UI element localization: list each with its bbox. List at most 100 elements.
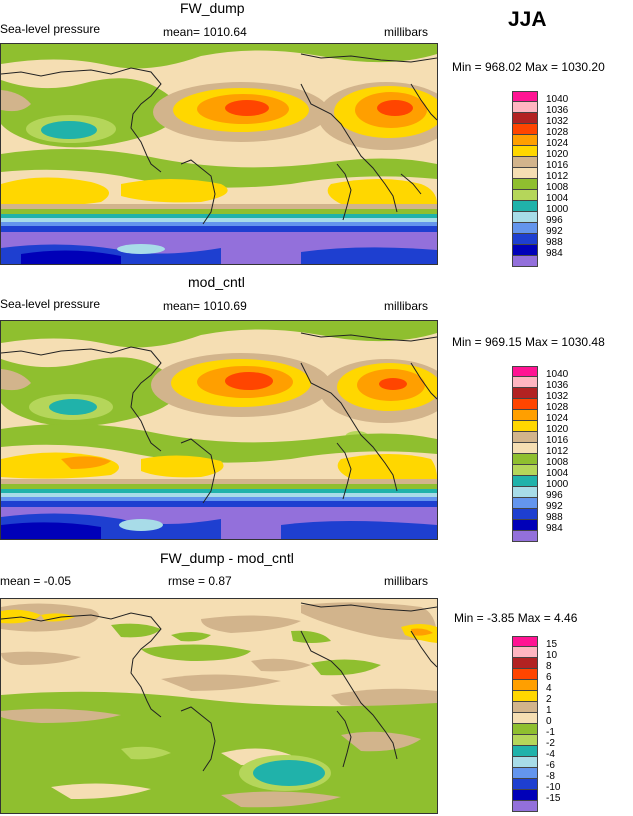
legend-label: 992	[546, 226, 563, 237]
legend-label: 15	[546, 639, 558, 650]
legend-label: -15	[546, 793, 561, 804]
rmse-label: rmse = 0.87	[168, 574, 232, 588]
legend-label: -6	[546, 760, 555, 771]
legend-swatch	[512, 399, 538, 410]
legend-swatch	[512, 465, 538, 476]
legend-swatch	[512, 234, 538, 245]
legend-swatch	[512, 124, 538, 135]
legend-swatch	[512, 735, 538, 746]
legend-swatch	[512, 223, 538, 234]
legend-label: 1032	[546, 391, 569, 402]
legend-swatch	[512, 647, 538, 658]
legend-label: 992	[546, 501, 563, 512]
legend-swatch	[512, 520, 538, 531]
legend-swatch	[512, 245, 538, 256]
legend-swatch	[512, 432, 538, 443]
legend-swatch	[512, 179, 538, 190]
legend-label: 1016	[546, 160, 569, 171]
legend-label: 1036	[546, 105, 569, 116]
panel-title: FW_dump - mod_cntl	[160, 550, 294, 566]
legend-swatch	[512, 190, 538, 201]
units-label: millibars	[384, 25, 429, 39]
legend-label: 1020	[546, 149, 569, 160]
legend-label: 988	[546, 512, 563, 523]
legend-swatch	[512, 388, 538, 399]
legend-swatch	[512, 531, 538, 542]
legend-swatch	[512, 790, 538, 801]
legend-swatch	[512, 443, 538, 454]
panel-title: FW_dump	[180, 0, 245, 16]
legend-label: 996	[546, 215, 563, 226]
mean-label: mean= 1010.64	[163, 25, 247, 39]
contour-map-graphic	[1, 44, 437, 264]
legend-label: 1040	[546, 94, 569, 105]
legend-label: 1012	[546, 446, 569, 457]
legend-swatch	[512, 509, 538, 520]
legend-swatch	[512, 658, 538, 669]
legend-swatch	[512, 702, 538, 713]
legend-swatch	[512, 168, 538, 179]
legend-swatch	[512, 636, 538, 647]
contour-map	[0, 598, 438, 814]
minmax-label: Min = 969.15 Max = 1030.48	[452, 335, 605, 349]
legend-swatch	[512, 724, 538, 735]
legend-label: 1	[546, 705, 552, 716]
legend-swatch	[512, 680, 538, 691]
legend-swatch	[512, 757, 538, 768]
legend-swatch	[512, 201, 538, 212]
legend-label: 2	[546, 694, 552, 705]
contour-map-graphic	[1, 321, 437, 539]
contour-map	[0, 320, 438, 540]
legend-label: 1016	[546, 435, 569, 446]
minmax-label: Min = 968.02 Max = 1030.20	[452, 60, 605, 74]
legend-label: 0	[546, 716, 552, 727]
legend-swatch	[512, 91, 538, 102]
legend-label: 1012	[546, 171, 569, 182]
units-label: millibars	[384, 574, 429, 588]
legend-swatch	[512, 476, 538, 487]
legend-label: 6	[546, 672, 552, 683]
legend-swatch	[512, 801, 538, 812]
contour-map-graphic	[1, 599, 437, 813]
legend-swatch	[512, 256, 538, 267]
legend-swatch	[512, 366, 538, 377]
legend-swatch	[512, 157, 538, 168]
legend-swatch	[512, 113, 538, 124]
legend-label: 988	[546, 237, 563, 248]
legend-swatch	[512, 212, 538, 223]
legend-label: 1008	[546, 182, 569, 193]
legend-label: -10	[546, 782, 561, 793]
legend-label: 1004	[546, 468, 569, 479]
legend-swatch	[512, 779, 538, 790]
legend-swatch	[512, 102, 538, 113]
legend-label: 1032	[546, 116, 569, 127]
legend-swatch	[512, 410, 538, 421]
legend-label: 1028	[546, 402, 569, 413]
legend-swatch	[512, 669, 538, 680]
variable-label: Sea-level pressure	[0, 297, 101, 311]
legend-swatch	[512, 421, 538, 432]
legend-label: 8	[546, 661, 552, 672]
legend-swatch	[512, 377, 538, 388]
legend-label: 1000	[546, 204, 569, 215]
legend-label: 984	[546, 523, 563, 534]
panel-title: mod_cntl	[188, 274, 245, 290]
legend-swatch	[512, 498, 538, 509]
minmax-label: Min = -3.85 Max = 4.46	[454, 611, 578, 625]
legend-swatch	[512, 691, 538, 702]
legend-swatch	[512, 746, 538, 757]
legend-label: 1036	[546, 380, 569, 391]
legend-label: 10	[546, 650, 558, 661]
legend-label: -2	[546, 738, 555, 749]
legend-label: -1	[546, 727, 555, 738]
legend-label: 1024	[546, 413, 569, 424]
legend-label: -8	[546, 771, 555, 782]
legend-swatch	[512, 768, 538, 779]
legend-label: 1028	[546, 127, 569, 138]
legend-swatch	[512, 487, 538, 498]
legend-label: 1000	[546, 479, 569, 490]
legend-swatch	[512, 713, 538, 724]
season-label: JJA	[508, 8, 547, 31]
legend-label: 1024	[546, 138, 569, 149]
legend-swatch	[512, 135, 538, 146]
